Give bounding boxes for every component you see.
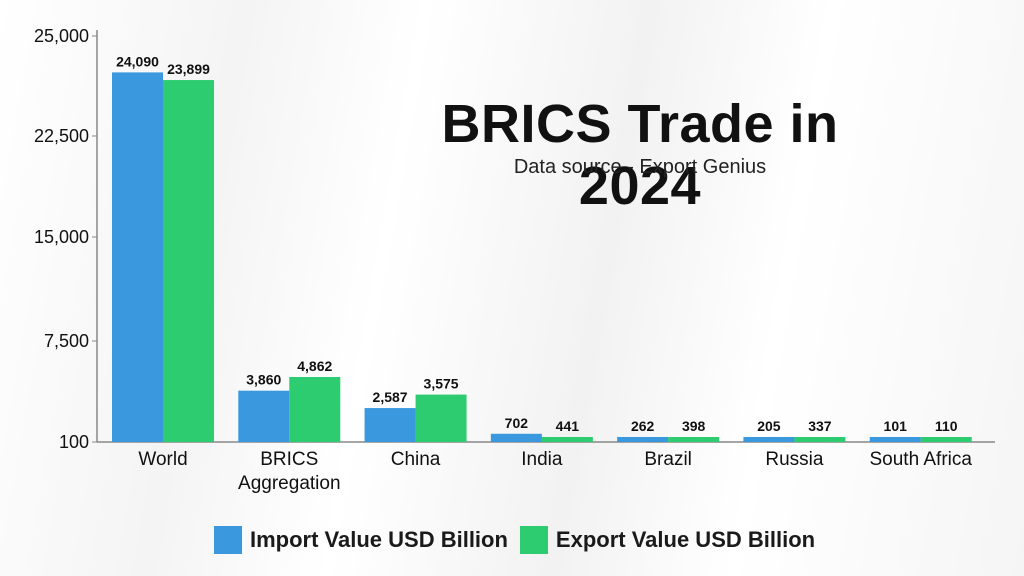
bar-import bbox=[743, 437, 795, 442]
data-label: 110 bbox=[935, 418, 958, 434]
x-tick-label: India bbox=[521, 449, 563, 470]
legend-swatch-export bbox=[519, 526, 548, 554]
data-label: 101 bbox=[884, 418, 908, 434]
bar-import bbox=[112, 72, 163, 443]
y-tick-label: 7,500 bbox=[44, 331, 89, 351]
bar-export bbox=[289, 377, 341, 442]
data-label: 2,587 bbox=[373, 389, 408, 405]
legend-item-import: Import Value USD Billion bbox=[214, 526, 508, 554]
legend-item-export: Export Value USD Billion bbox=[519, 526, 816, 554]
y-tick-label: 25,000 bbox=[34, 26, 89, 46]
bar-import bbox=[490, 433, 542, 442]
y-tick-label: 15,000 bbox=[34, 227, 89, 247]
bar-import bbox=[617, 437, 669, 442]
bar-import bbox=[364, 408, 416, 442]
x-tick-label: World bbox=[138, 449, 187, 470]
x-tick-label: Aggregation bbox=[238, 473, 340, 494]
bar-export bbox=[415, 394, 467, 442]
y-tick-label: 100 bbox=[59, 432, 89, 452]
y-tick-label: 22,500 bbox=[34, 126, 89, 146]
data-label: 702 bbox=[505, 415, 529, 431]
bar-import bbox=[238, 390, 290, 442]
legend: Import Value USD Billion Export Value US… bbox=[214, 524, 815, 556]
bar-export bbox=[163, 80, 214, 442]
x-tick-label: Brazil bbox=[644, 449, 692, 470]
bar-export bbox=[920, 437, 972, 442]
bar-export bbox=[668, 437, 720, 442]
data-label: 262 bbox=[631, 418, 655, 434]
data-label: 398 bbox=[682, 418, 706, 434]
legend-label-import: Import Value USD Billion bbox=[250, 527, 508, 552]
x-tick-label: BRICS bbox=[260, 449, 318, 470]
bar-import bbox=[869, 437, 921, 442]
bar-export bbox=[794, 437, 846, 442]
legend-label-export: Export Value USD Billion bbox=[555, 527, 816, 552]
data-label: 24,090 bbox=[116, 53, 159, 69]
x-tick-label: China bbox=[391, 449, 441, 470]
data-label: 4,862 bbox=[297, 358, 332, 374]
chart-title: BRICS Trade in 2024 bbox=[441, 94, 839, 216]
data-label: 3,860 bbox=[246, 372, 281, 388]
x-tick-label: South Africa bbox=[869, 449, 972, 470]
data-label: 23,899 bbox=[167, 61, 210, 77]
chart-subtitle: Data source - Export Genius bbox=[513, 156, 767, 178]
legend-swatch-import bbox=[214, 526, 242, 554]
data-label: 3,575 bbox=[424, 376, 459, 392]
data-label: 441 bbox=[556, 418, 580, 434]
x-tick-label: Russia bbox=[765, 449, 824, 470]
data-label: 205 bbox=[757, 418, 781, 434]
bar-export bbox=[541, 437, 593, 442]
data-label: 337 bbox=[808, 418, 832, 434]
